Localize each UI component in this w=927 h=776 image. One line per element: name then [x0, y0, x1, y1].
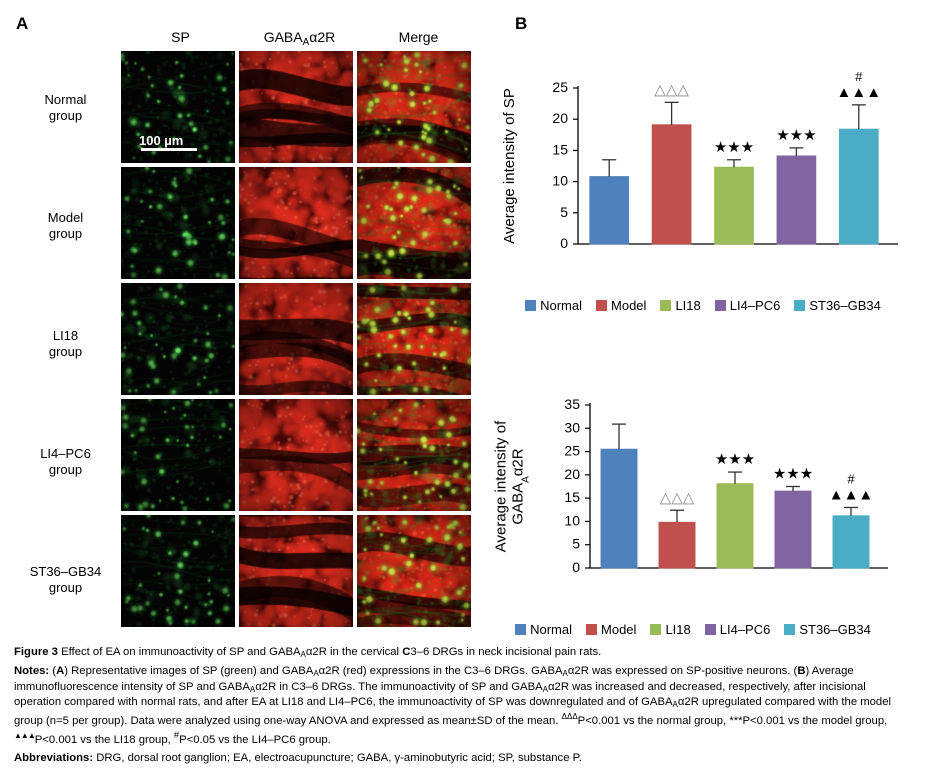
svg-text:△△△: △△△ [654, 81, 689, 98]
svg-text:30: 30 [564, 419, 580, 435]
svg-text:0: 0 [560, 235, 568, 251]
svg-text:#: # [855, 69, 863, 84]
svg-text:Average intensity of: Average intensity of [493, 420, 510, 552]
svg-text:★★★: ★★★ [714, 139, 754, 156]
svg-text:GABAAα2R: GABAAα2R [510, 448, 532, 524]
svg-text:Average intensity of SP: Average intensity of SP [501, 88, 518, 244]
svg-text:▲▲▲: ▲▲▲ [829, 486, 874, 503]
svg-text:10: 10 [564, 512, 580, 528]
svg-text:5: 5 [572, 536, 580, 552]
svg-text:15: 15 [552, 141, 568, 157]
svg-text:0: 0 [572, 559, 580, 575]
svg-text:▲▲▲: ▲▲▲ [837, 84, 882, 101]
svg-text:15: 15 [564, 489, 580, 505]
svg-text:#: # [847, 471, 855, 486]
svg-text:★★★: ★★★ [773, 466, 813, 483]
svg-text:25: 25 [564, 443, 580, 459]
svg-text:10: 10 [552, 173, 568, 189]
svg-text:25: 25 [552, 79, 568, 95]
svg-text:20: 20 [564, 466, 580, 482]
svg-text:5: 5 [560, 204, 568, 220]
svg-text:35: 35 [564, 396, 580, 412]
svg-text:★★★: ★★★ [715, 451, 755, 468]
svg-text:★★★: ★★★ [776, 127, 816, 144]
svg-text:△△△: △△△ [660, 489, 695, 506]
svg-text:20: 20 [552, 110, 568, 126]
